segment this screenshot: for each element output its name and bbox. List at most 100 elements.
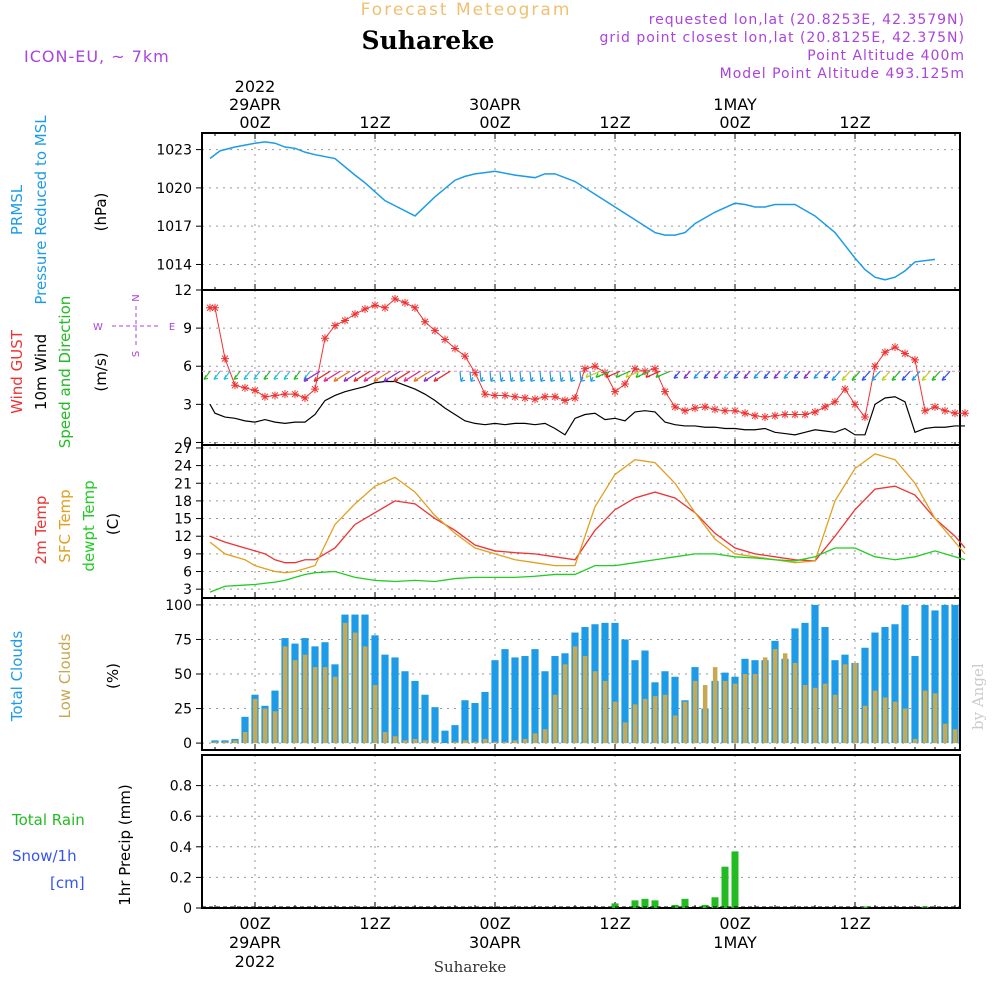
wind-direction-arrowhead xyxy=(433,377,439,382)
compass-w: W xyxy=(93,322,103,333)
gust-marker xyxy=(341,316,349,325)
low-cloud-bar xyxy=(452,741,458,744)
wind-direction-arrowhead xyxy=(393,377,399,382)
low-cloud-bar xyxy=(912,738,918,744)
wind-label-direction: Speed and Direction xyxy=(56,296,74,449)
wind-direction-arrow xyxy=(433,370,451,382)
wind-direction-arrowhead xyxy=(540,377,546,382)
gust-marker xyxy=(481,390,489,399)
panel-frame xyxy=(201,132,961,291)
gust-marker xyxy=(921,406,929,415)
model-altitude: Model Point Altitude 493.125m xyxy=(720,66,965,82)
low-cloud-bar xyxy=(712,667,718,744)
gust-marker xyxy=(631,364,639,373)
wind-direction-arrowhead xyxy=(480,377,486,382)
gust-marker xyxy=(821,402,829,411)
gust-marker xyxy=(601,368,609,377)
wind-direction-arrow xyxy=(549,371,552,382)
requested-coords: requested lon,lat (20.8253E, 42.3579N) xyxy=(649,12,965,28)
wind-direction-arrow xyxy=(303,370,321,382)
temp-sfc-line xyxy=(209,453,966,574)
ytick-label: 3 xyxy=(183,397,192,413)
wind-direction-arrowhead xyxy=(743,374,749,379)
gust-marker xyxy=(491,391,499,400)
pressure-label-msl: Pressure Reduced to MSL xyxy=(32,115,50,305)
wind-direction-arrowhead xyxy=(813,374,819,379)
rain-bar xyxy=(721,866,729,908)
low-cloud-bar xyxy=(632,704,638,744)
gust-line xyxy=(210,298,965,419)
low-cloud-bar xyxy=(782,653,788,744)
gust-marker xyxy=(501,391,509,400)
low-cloud-bar xyxy=(882,697,888,744)
pressure-line xyxy=(209,141,936,281)
low-cloud-bar xyxy=(702,685,708,744)
wind-direction-arrowhead xyxy=(911,376,917,381)
wind-direction-arrow xyxy=(413,370,431,382)
gust-marker xyxy=(951,409,959,418)
wind-direction-arrowhead xyxy=(673,374,679,379)
ytick-label: 0.8 xyxy=(170,779,192,795)
low-cloud-bar xyxy=(522,738,528,744)
wind-direction-arrowhead xyxy=(363,377,369,382)
total-cloud-bar xyxy=(911,656,919,744)
gust-marker xyxy=(691,404,699,413)
low-cloud-bar xyxy=(952,729,958,744)
gust-marker xyxy=(791,410,799,419)
gust-marker xyxy=(321,334,329,343)
top-time-label: 29APR xyxy=(229,95,281,114)
top-time-label: 30APR xyxy=(469,95,521,114)
gust-marker xyxy=(291,390,299,399)
gust-marker xyxy=(731,406,739,415)
gust-marker xyxy=(771,411,779,420)
top-time-label: 2022 xyxy=(235,77,276,96)
gust-marker xyxy=(241,383,249,392)
wind-direction-arrowhead xyxy=(490,377,496,382)
wind-direction-arrowhead xyxy=(263,375,269,380)
wind-direction-arrow xyxy=(323,370,341,382)
total-cloud-bar xyxy=(541,671,549,744)
low-cloud-bar xyxy=(572,646,578,744)
gust-marker xyxy=(811,407,819,416)
low-cloud-bar xyxy=(272,711,278,744)
gust-marker xyxy=(371,301,379,310)
total-cloud-bar xyxy=(881,627,889,744)
top-time-label: 12Z xyxy=(359,113,390,132)
gust-marker xyxy=(261,392,269,401)
gust-marker xyxy=(681,406,689,415)
low-cloud-bar xyxy=(292,660,298,744)
ytick-label: 3 xyxy=(183,582,192,598)
wind-direction-arrow xyxy=(589,371,592,382)
low-cloud-bar xyxy=(532,733,538,744)
low-cloud-bar xyxy=(332,676,338,744)
panel-frame xyxy=(201,597,961,751)
wind-direction-arrow xyxy=(519,371,522,382)
rain-bar xyxy=(861,906,869,908)
wind-direction-arrowhead xyxy=(353,377,359,382)
low-cloud-bar xyxy=(832,694,838,744)
wind-direction-arrowhead xyxy=(921,376,927,381)
low-cloud-bar xyxy=(602,680,608,744)
total-cloud-bar xyxy=(511,657,519,744)
wind-direction-arrowhead xyxy=(851,376,857,381)
ytick-label: 0.2 xyxy=(170,870,192,886)
wind-direction-arrowhead xyxy=(423,377,429,382)
wind-direction-arrowhead xyxy=(580,377,586,382)
top-time-label: 00Z xyxy=(479,113,510,132)
bottom-time-label: 30APR xyxy=(469,933,521,952)
low-cloud-bar xyxy=(462,740,468,744)
wind-direction-arrowhead xyxy=(530,377,536,382)
gust-marker xyxy=(561,396,569,405)
rain-bar xyxy=(711,897,719,908)
total-cloud-bar xyxy=(441,730,449,744)
wind-direction-arrowhead xyxy=(723,374,729,379)
total-cloud-bar xyxy=(381,654,389,744)
wind-direction-arrowhead xyxy=(931,376,937,381)
total-cloud-bar xyxy=(641,650,649,744)
ytick-label: 1014 xyxy=(156,257,192,273)
wind-direction-arrowhead xyxy=(773,374,779,379)
wind-direction-arrowhead xyxy=(941,376,947,381)
low-cloud-bar xyxy=(752,674,758,744)
ytick-label: 1020 xyxy=(156,181,192,197)
gust-marker xyxy=(471,368,479,377)
